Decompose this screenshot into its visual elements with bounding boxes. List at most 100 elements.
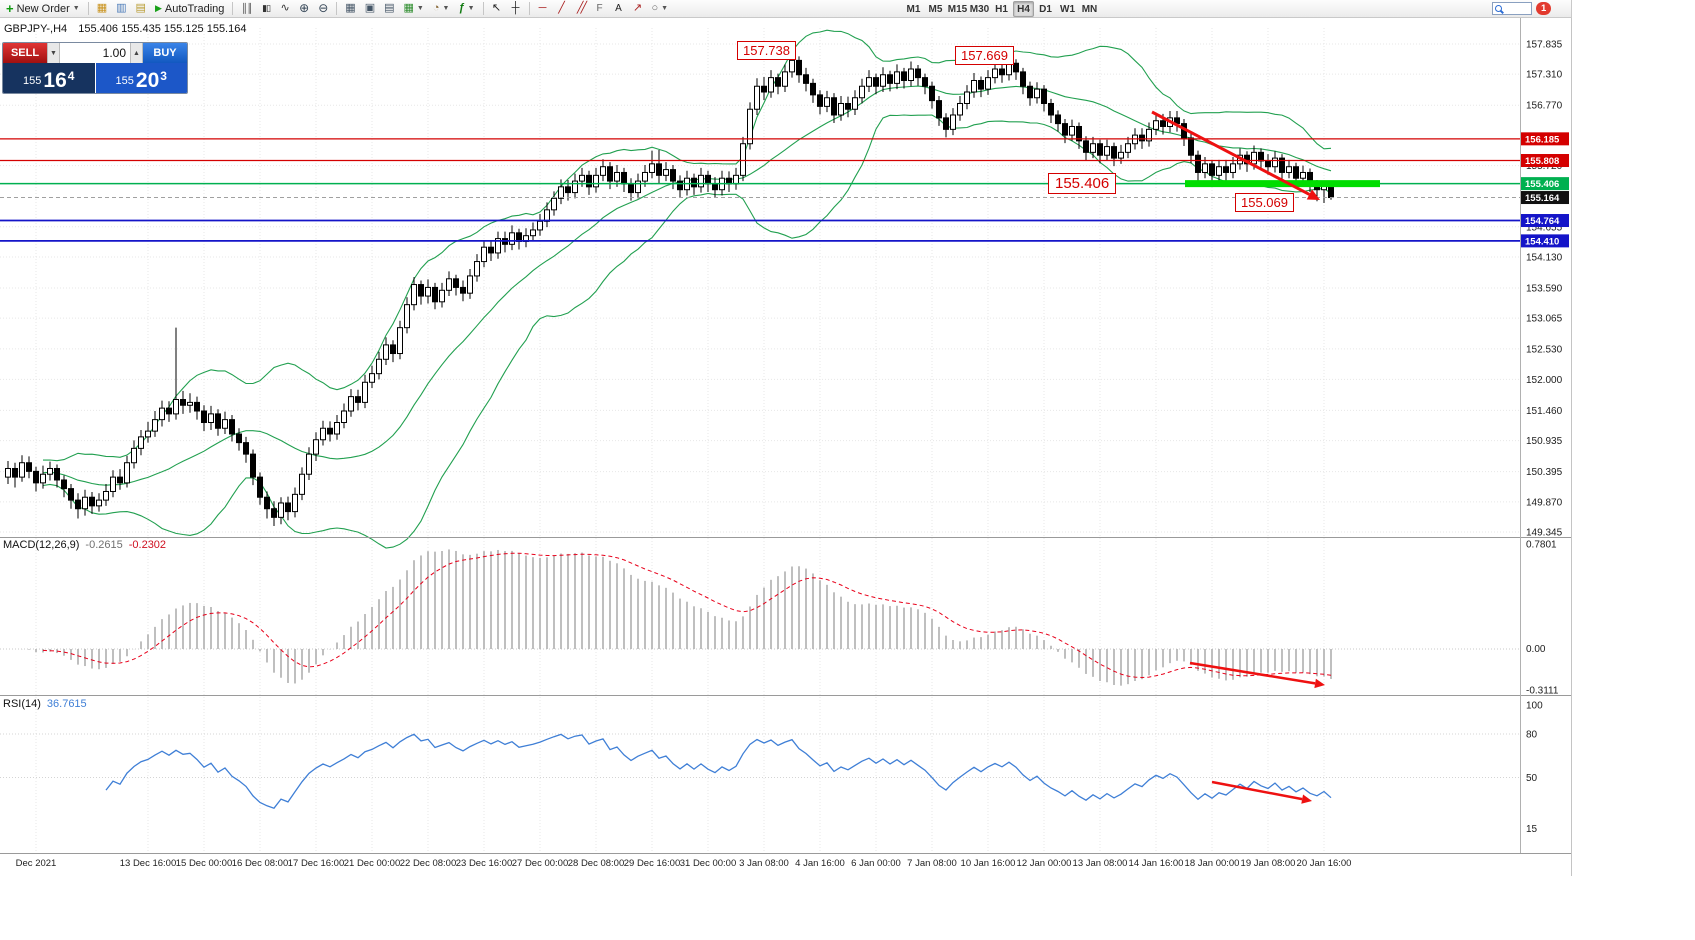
volume-decrease-button[interactable]: ▼: [47, 43, 60, 63]
svg-text:155.406: 155.406: [1525, 179, 1559, 190]
macd-title: MACD(12,26,9): [3, 539, 80, 551]
trendline-tool-button[interactable]: [553, 1, 571, 17]
ask-price-pip: 3: [160, 69, 167, 83]
period-button[interactable]: ▼: [429, 1, 454, 17]
text-tool-icon: [615, 3, 622, 14]
svg-text:4 Jan 16:00: 4 Jan 16:00: [795, 858, 845, 869]
bollinger-bands: [42, 29, 1332, 549]
line-chart-button[interactable]: [276, 1, 294, 17]
timeframe-m15[interactable]: M15: [947, 3, 968, 15]
candlestick-chart-button[interactable]: [257, 1, 275, 17]
terminal-button[interactable]: [132, 1, 150, 17]
bar-chart-button[interactable]: [237, 1, 256, 17]
svg-text:20 Jan 16:00: 20 Jan 16:00: [1297, 858, 1352, 869]
arrow-tool-button[interactable]: [629, 1, 647, 17]
text-tool-button[interactable]: [610, 1, 628, 17]
ask-price-main: 20: [135, 69, 160, 92]
svg-text:155.164: 155.164: [1525, 193, 1560, 204]
grid-layer: [0, 28, 1520, 853]
bid-price-main: 16: [43, 69, 67, 92]
autotrading-icon: [155, 3, 162, 14]
crosshair-button[interactable]: [507, 1, 525, 17]
zoom-in-icon: [299, 2, 309, 15]
horizontal-line-tool-button[interactable]: [534, 1, 552, 17]
timeframe-h4[interactable]: H4: [1013, 1, 1034, 17]
macd-header: MACD(12,26,9) -0.2615 -0.2302: [3, 539, 166, 551]
price-callout-low[interactable]: 155.069: [1235, 193, 1294, 212]
one-click-trading-widget: SELL ▼ 1.00 ▲ BUY 155 16 4 155 20 3: [2, 42, 188, 94]
fibonacci-tool-button[interactable]: [591, 1, 609, 17]
chevron-down-icon: ▼: [442, 5, 450, 12]
zoom-out-button[interactable]: [314, 1, 332, 17]
support-zone-highlight: [1185, 180, 1380, 188]
rsi-header: RSI(14) 36.7615: [3, 698, 87, 710]
cascade-windows-button[interactable]: [361, 1, 379, 17]
new-order-button[interactable]: New Order ▼: [2, 1, 84, 17]
svg-text:154.655: 154.655: [1526, 222, 1563, 233]
timeframe-w1[interactable]: W1: [1060, 3, 1075, 15]
autotrading-label: AutoTrading: [164, 2, 225, 15]
zoom-out-icon: [318, 2, 328, 15]
main-toolbar: New Order ▼ AutoTrading ▼ ▼ ▼ ▼ M1M5M15M…: [0, 0, 1572, 18]
trendline-icon: [558, 3, 565, 14]
macd-main-value: -0.2615: [85, 539, 123, 551]
tile-windows-button[interactable]: [341, 1, 359, 17]
clock-icon: [433, 3, 440, 14]
toolbar-separator: [87, 2, 89, 15]
timeframe-d1[interactable]: D1: [1039, 3, 1052, 15]
cursor-button[interactable]: [488, 1, 506, 17]
svg-text:153.590: 153.590: [1526, 284, 1563, 295]
chevron-down-icon: ▼: [72, 5, 80, 12]
new-chart-icon: [404, 3, 414, 14]
shapes-icon: [652, 3, 659, 14]
chevron-down-icon: ▼: [416, 5, 424, 12]
indicators-button[interactable]: ▼: [454, 1, 478, 17]
zoom-in-button[interactable]: [295, 1, 313, 17]
drawings-layer: [1151, 110, 1380, 804]
channel-tool-button[interactable]: [572, 1, 590, 17]
timeframe-m1[interactable]: M1: [906, 3, 921, 15]
svg-text:150.935: 150.935: [1526, 436, 1563, 447]
svg-text:7 Jan 08:00: 7 Jan 08:00: [907, 858, 957, 869]
timeframe-mn[interactable]: MN: [1081, 3, 1098, 15]
price-callout-level[interactable]: 155.406: [1048, 173, 1117, 194]
svg-text:29 Dec 16:00: 29 Dec 16:00: [624, 858, 681, 869]
toolbar-separator: [336, 2, 338, 15]
notification-badge[interactable]: 1: [1536, 2, 1552, 15]
candlestick-icon: [262, 3, 270, 14]
chevron-down-icon: ▼: [661, 5, 669, 12]
new-chart-button[interactable]: ▼: [400, 1, 428, 17]
shapes-tool-button[interactable]: ▼: [648, 1, 673, 17]
timeframe-h1[interactable]: H1: [995, 3, 1008, 15]
arrange-windows-button[interactable]: [380, 1, 398, 17]
svg-text:21 Dec 00:00: 21 Dec 00:00: [344, 858, 401, 869]
price-callout-high2[interactable]: 157.669: [955, 46, 1014, 65]
profiles-button[interactable]: [112, 1, 130, 17]
autotrading-button[interactable]: AutoTrading: [151, 1, 228, 17]
bid-price-panel[interactable]: 155 16 4: [3, 63, 95, 93]
svg-text:13 Dec 16:00: 13 Dec 16:00: [120, 858, 177, 869]
ask-price-panel[interactable]: 155 20 3: [94, 63, 187, 93]
toolbar-separator: [232, 2, 234, 15]
new-order-icon: [6, 2, 14, 16]
timeframe-m5[interactable]: M5: [928, 3, 943, 15]
panel-separators: [0, 0, 1572, 876]
svg-text:157.310: 157.310: [1526, 70, 1563, 81]
svg-text:16 Dec 08:00: 16 Dec 08:00: [232, 858, 289, 869]
charts-button[interactable]: [93, 1, 111, 17]
volume-input[interactable]: 1.00: [60, 43, 130, 63]
search-input[interactable]: [1492, 2, 1532, 15]
buy-button[interactable]: BUY: [143, 43, 187, 63]
sell-button[interactable]: SELL: [3, 43, 47, 63]
horizontal-line-icon: [539, 3, 547, 14]
price-callout-high1[interactable]: 157.738: [737, 41, 796, 60]
svg-text:154.410: 154.410: [1525, 236, 1559, 247]
charts-icon: [97, 3, 107, 14]
timeframe-m30[interactable]: M30: [969, 3, 990, 15]
volume-increase-button[interactable]: ▲: [130, 43, 143, 63]
bid-price-pip: 4: [67, 69, 75, 83]
svg-text:152.000: 152.000: [1526, 375, 1563, 386]
svg-text:15: 15: [1526, 824, 1538, 835]
toolbar-separator: [482, 2, 484, 15]
